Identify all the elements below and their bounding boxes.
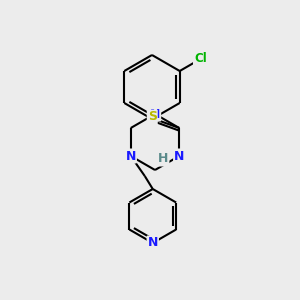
Text: N: N <box>150 107 160 121</box>
Text: H: H <box>158 152 168 166</box>
Text: Cl: Cl <box>194 52 207 65</box>
Text: S: S <box>148 110 157 124</box>
Text: N: N <box>148 236 158 250</box>
Text: N: N <box>126 149 136 163</box>
Text: N: N <box>174 149 184 163</box>
